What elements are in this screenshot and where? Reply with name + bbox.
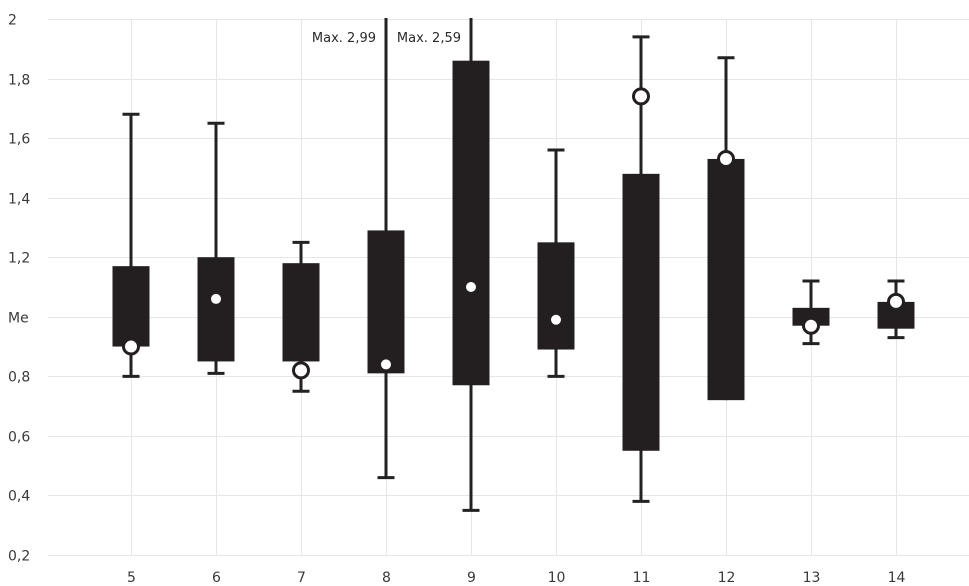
box-iqr	[452, 60, 490, 386]
y-tick-label: 1,2	[8, 251, 30, 267]
x-tick-label: 14	[888, 570, 906, 586]
y-tick-label: 0,6	[8, 430, 30, 446]
y-tick-label: 0,8	[8, 370, 30, 386]
box-group-8: Max. 2,99	[312, 18, 405, 480]
y-tick-label: 2	[8, 13, 17, 29]
y-tick-label: 1,6	[8, 132, 30, 148]
x-tick-label: 10	[548, 570, 566, 586]
box-iqr	[282, 263, 320, 362]
box-iqr	[622, 173, 660, 451]
median-marker-dot	[211, 293, 221, 304]
box-series: Max. 2,99 Max. 2,59	[112, 18, 915, 512]
median-marker-ring	[632, 87, 650, 106]
x-axis-labels: 5 6 7 8 9 10 11 12 13 14	[127, 570, 905, 586]
max-annotation: Max. 2,99	[312, 31, 376, 46]
box-iqr	[112, 266, 150, 347]
median-marker-ring	[887, 292, 905, 311]
x-tick-label: 8	[382, 570, 391, 586]
x-tick-label: 5	[127, 570, 136, 586]
box-group-11	[622, 35, 660, 503]
box-iqr	[367, 230, 405, 374]
x-tick-label: 13	[803, 570, 821, 586]
median-marker-dot	[551, 314, 561, 325]
y-tick-label: 1,4	[8, 192, 30, 208]
median-marker-ring	[292, 361, 310, 380]
median-marker-dot	[466, 282, 476, 292]
box-group-5	[112, 112, 150, 378]
box-iqr	[537, 242, 575, 350]
box-group-14	[877, 279, 915, 340]
y-tick-label: 1,8	[8, 73, 30, 89]
y-tick-label: 0,2	[8, 549, 30, 565]
box-group-12	[707, 56, 745, 401]
grid-lines	[48, 19, 969, 556]
box-group-7	[282, 240, 320, 393]
x-tick-label: 6	[212, 570, 221, 586]
box-group-10	[537, 148, 575, 378]
median-marker-dot	[381, 359, 391, 370]
median-marker-ring	[717, 149, 735, 168]
box-group-9: Max. 2,59	[397, 18, 490, 512]
y-tick-label: Me	[8, 311, 29, 327]
box-iqr	[197, 257, 235, 362]
median-marker-ring	[122, 337, 140, 356]
median-marker-ring	[802, 316, 820, 335]
max-annotation: Max. 2,59	[397, 31, 461, 46]
x-tick-label: 12	[718, 570, 736, 586]
box-iqr	[707, 158, 745, 401]
x-tick-label: 9	[467, 570, 476, 586]
box-group-13	[792, 279, 830, 346]
box-group-6	[197, 121, 235, 375]
x-tick-label: 7	[297, 570, 306, 586]
y-axis-labels: 2 1,8 1,6 1,4 1,2 Me 0,8 0,6 0,4 0,2	[8, 13, 30, 565]
y-tick-label: 0,4	[8, 489, 30, 505]
x-tick-label: 11	[633, 570, 651, 586]
